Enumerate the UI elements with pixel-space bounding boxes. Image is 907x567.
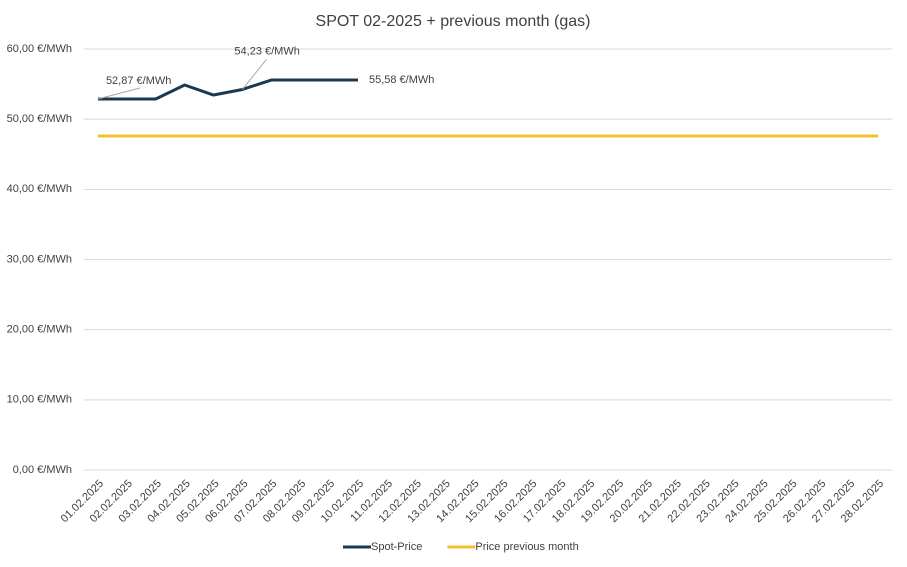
y-tick-label: 50,00 €/MWh — [7, 113, 72, 125]
y-tick-label: 10,00 €/MWh — [7, 394, 72, 406]
leader-line — [242, 59, 267, 90]
chart-title: SPOT 02-2025 + previous month (gas) — [316, 13, 591, 30]
y-tick-label: 20,00 €/MWh — [7, 324, 72, 336]
data-label: 52,87 €/MWh — [106, 75, 171, 87]
y-tick-label: 30,00 €/MWh — [7, 253, 72, 265]
y-tick-label: 40,00 €/MWh — [7, 183, 72, 195]
y-tick-label: 0,00 €/MWh — [13, 464, 72, 476]
legend-label: Spot-Price — [371, 541, 422, 553]
data-label: 55,58 €/MWh — [369, 74, 434, 86]
leader-line — [97, 87, 141, 100]
legend-label: Price previous month — [475, 541, 578, 553]
data-label: 54,23 €/MWh — [234, 45, 299, 57]
y-tick-label: 60,00 €/MWh — [7, 43, 72, 55]
line — [97, 78, 358, 101]
